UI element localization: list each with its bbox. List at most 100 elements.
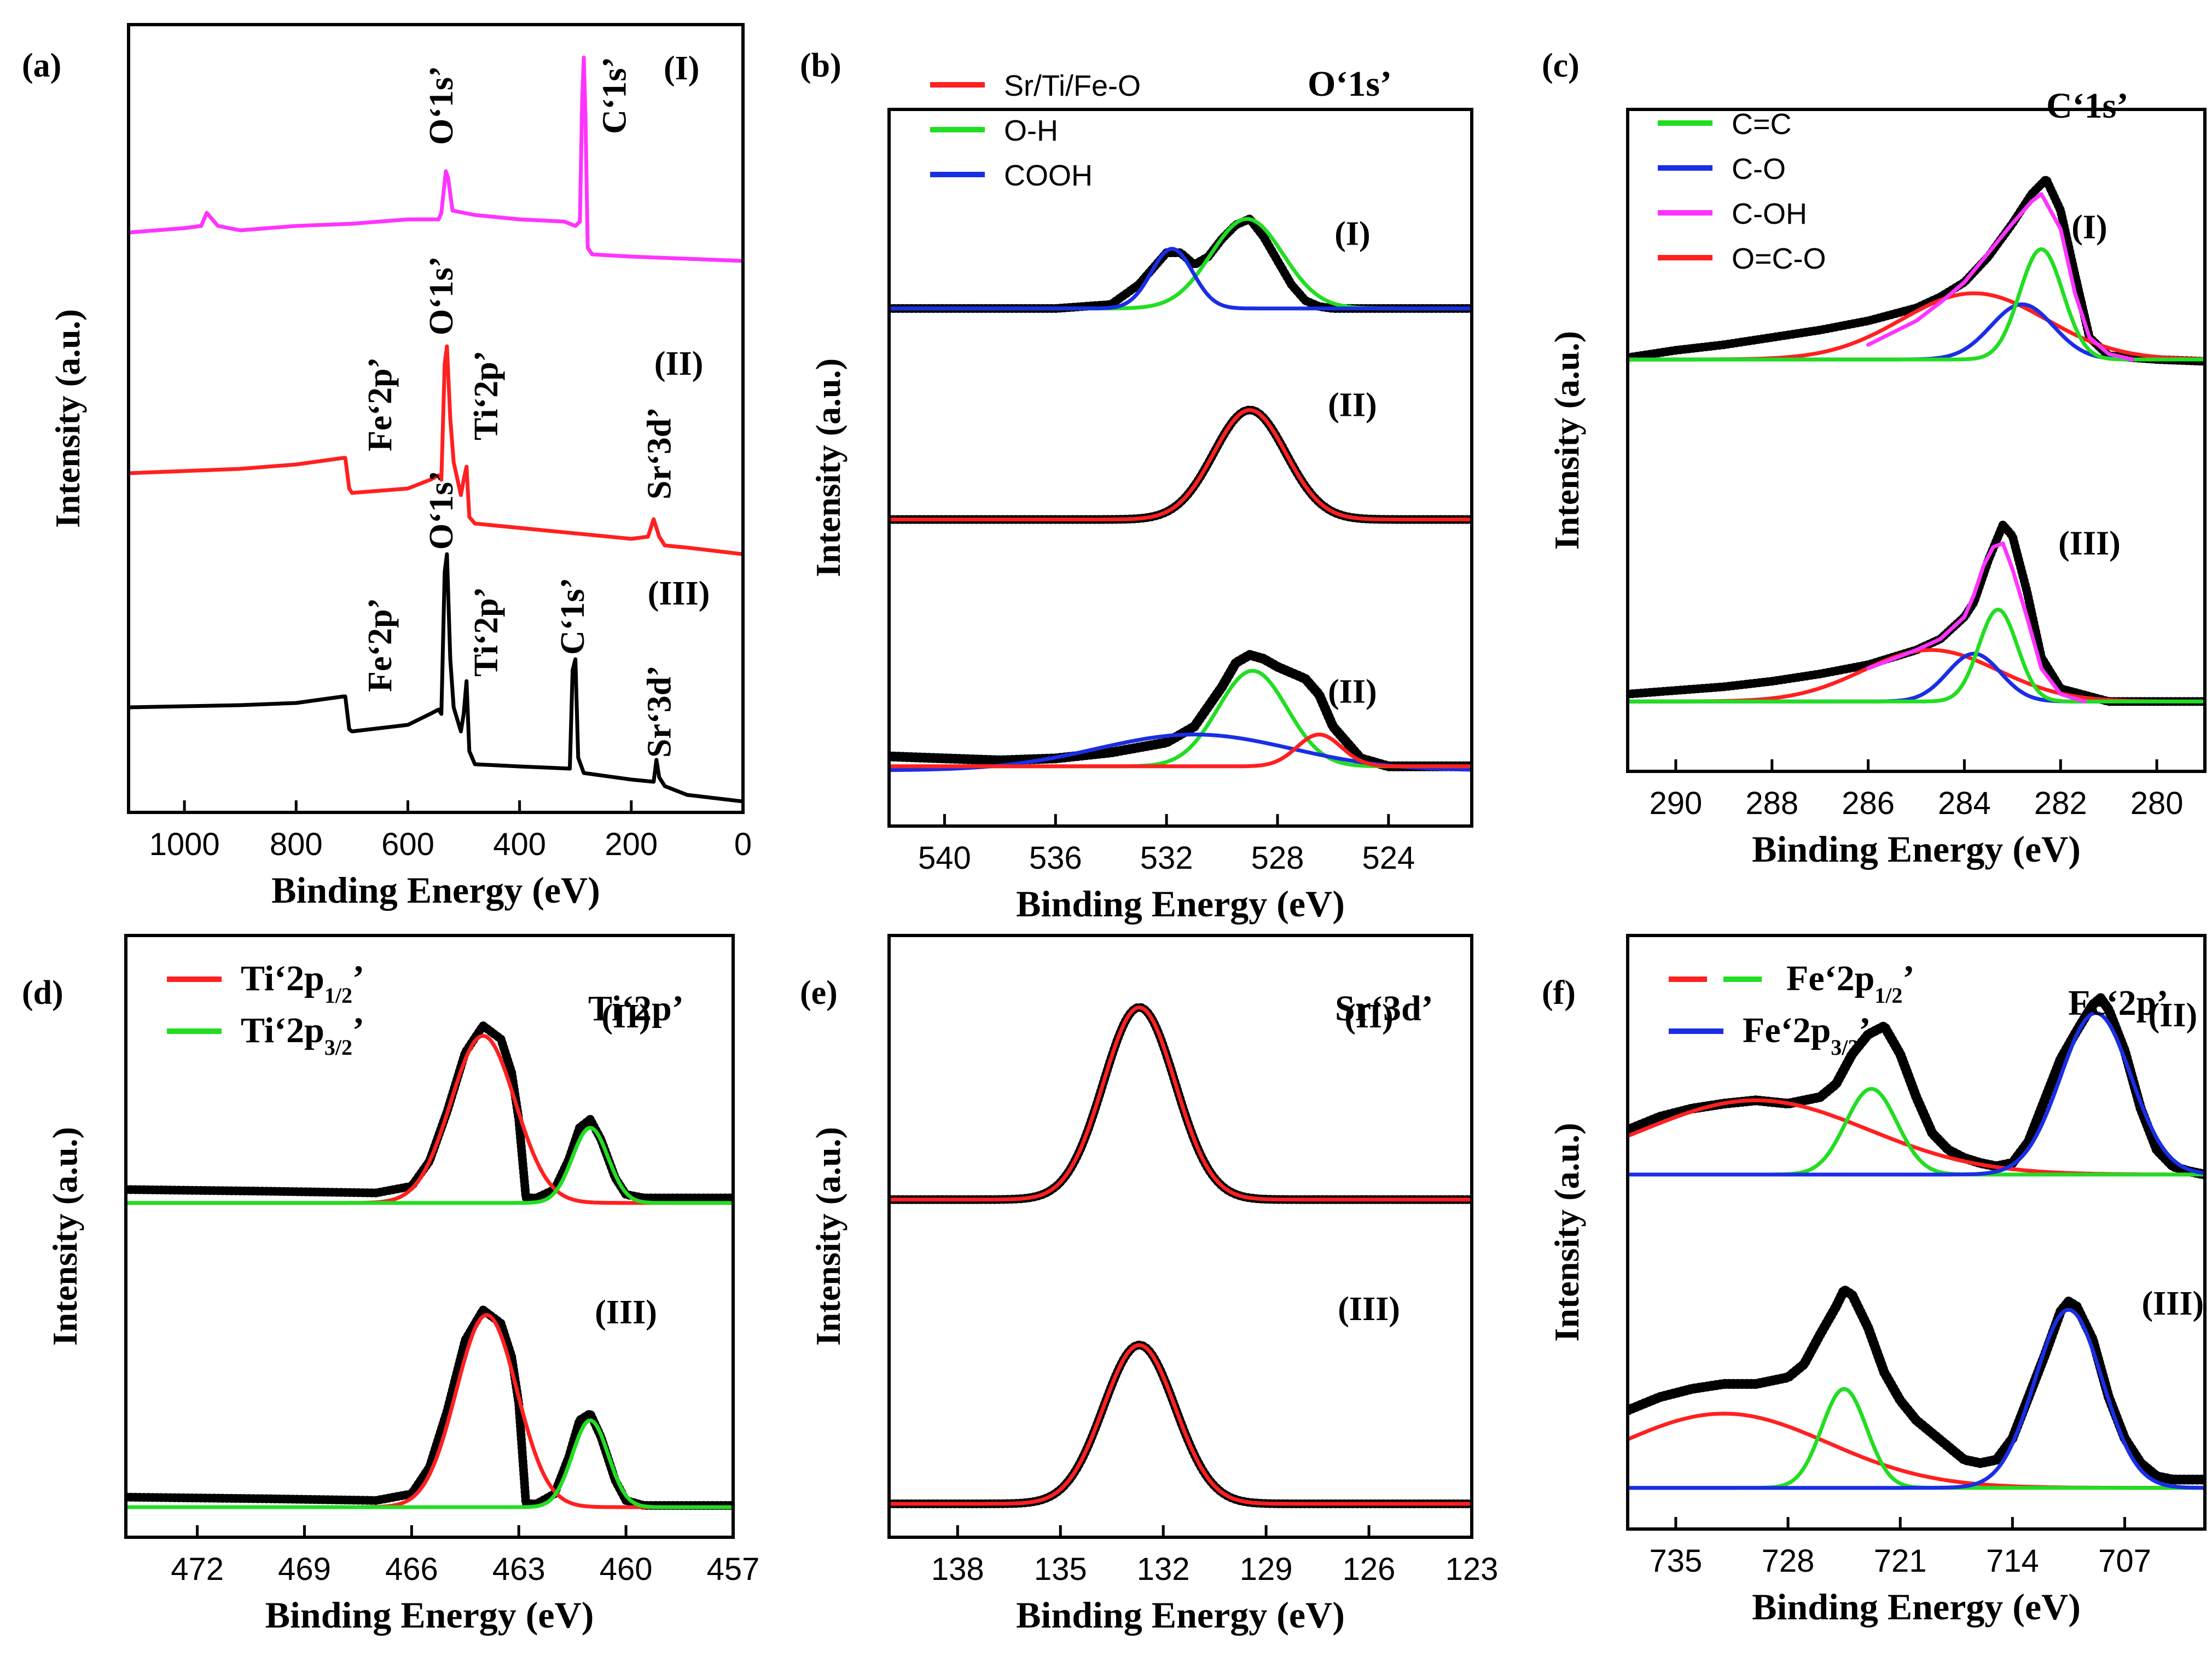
panel-title: Fe‘2p’ (2068, 983, 2168, 1023)
series-line-iii-2p3-2 (126, 1419, 733, 1509)
y-axis-label: Intensity (a.u.) (48, 309, 87, 528)
x-tick-label: 138 (931, 1551, 984, 1587)
y-axis-label: Intensity (a.u.) (1547, 331, 1586, 550)
x-tick-label: 721 (1874, 1543, 1927, 1579)
legend: Fe‘2p1/2’Fe‘2p3/2’ (1669, 958, 1914, 1060)
series-line-iii-c-c (1628, 607, 2205, 704)
panel-title: O‘1s’ (1308, 64, 1392, 104)
y-axis-label: Intensity (a.u.) (45, 1127, 84, 1346)
x-axis-label: Binding Energy (eV) (1752, 828, 2081, 870)
panel-frame (887, 108, 1473, 828)
peak-annotation: O‘1s’ (423, 256, 460, 335)
x-tick-label: 466 (385, 1551, 438, 1587)
series-line-ii-fit (889, 408, 1472, 522)
series-group (889, 214, 1472, 772)
legend-label: Fe‘2p3/2’ (1743, 1010, 1871, 1060)
x-tick-label: 400 (493, 827, 546, 862)
panel-c: 290 288 286 284 282 280 Binding Energy (eV) Int… (1542, 47, 2207, 870)
x-tick-label: 524 (1362, 840, 1415, 876)
x-axis-label: Binding Energy (eV) (271, 869, 600, 911)
peak-annotation: O‘1s’ (423, 470, 460, 550)
sample-annotation: (II) (601, 998, 651, 1035)
x-tick-label: 532 (1140, 840, 1193, 876)
x-axis-label: Binding Energy (eV) (1016, 883, 1345, 925)
x-tick-label: 135 (1034, 1551, 1087, 1587)
x-tick-label: 132 (1137, 1551, 1190, 1587)
legend-label: O-H (1004, 114, 1058, 147)
y-axis-label: Intensity (a.u.) (809, 1127, 847, 1346)
panel-title: Sr‘3d’ (1335, 989, 1433, 1028)
legend-label: C-OH (1732, 197, 1807, 230)
series-line-ii-2p3-2 (126, 1126, 733, 1205)
x-tick-label: 469 (278, 1551, 331, 1587)
peak-annotation: Sr‘3d’ (641, 665, 678, 758)
series-line--i- (129, 55, 743, 263)
x-tick-label: 536 (1029, 840, 1082, 876)
x-tick-label: 457 (707, 1551, 760, 1587)
series-group (1628, 175, 2205, 706)
series-band-iii-data (1628, 1286, 2205, 1484)
series-line-iii-fit (889, 1343, 1472, 1506)
legend-label: COOH (1004, 159, 1093, 192)
x-tick-label: 282 (2034, 786, 2087, 821)
panel-title: Ti‘2p’ (588, 989, 684, 1028)
series-group (889, 1003, 1472, 1508)
series-line-ii-fit (889, 1005, 1472, 1202)
sample-annotation: (II) (2149, 997, 2198, 1034)
x-tick-label: 707 (2098, 1543, 2151, 1579)
legend-label: Fe‘2p1/2’ (1786, 958, 1914, 1008)
x-tick-label: 735 (1650, 1543, 1703, 1579)
panel-label: (d) (22, 974, 63, 1012)
sample-annotation: (I) (1334, 215, 1370, 252)
x-axis-label: Binding Energy (eV) (1752, 1586, 2081, 1628)
panel-label: (b) (800, 47, 841, 84)
series-line-i-cooh (889, 247, 1472, 311)
peak-annotation: Sr‘3d’ (641, 407, 678, 499)
panel-label: (e) (800, 974, 838, 1012)
sample-annotation: (I) (2071, 208, 2107, 246)
series-line-i-c-c (1628, 247, 2205, 362)
series-line--iii- (129, 552, 743, 804)
x-axis-label: Binding Energy (eV) (1016, 1594, 1345, 1636)
x-tick-label: 126 (1343, 1551, 1396, 1587)
panel-frame (1626, 108, 2207, 773)
x-tick-label: 728 (1762, 1543, 1815, 1579)
peak-annotation: Ti‘2p’ (468, 351, 505, 440)
sample-annotation: (II) (1344, 998, 1394, 1035)
panel-frame (127, 23, 745, 814)
series-line--ii- (129, 344, 743, 556)
panel-frame (124, 934, 735, 1539)
legend: Ti‘2p1/2’Ti‘2p3/2’ (167, 958, 364, 1060)
sample-annotation: (III) (1338, 1291, 1400, 1328)
x-tick-label: 284 (1938, 786, 1991, 821)
series-line-iii-sr-ti-fe-o (889, 733, 1472, 769)
x-tick-label: 290 (1650, 786, 1703, 821)
panel-frame (1626, 934, 2207, 1531)
peak-annotation: C‘1s’ (554, 578, 591, 655)
series-group (1628, 993, 2205, 1490)
sample-annotation: (II) (654, 345, 704, 382)
series-line-iii-blue (1628, 1307, 2205, 1490)
sample-annotation: (II) (1328, 673, 1377, 710)
x-tick-label: 1000 (149, 827, 220, 862)
legend-label: C=C (1732, 108, 1792, 141)
panel-d: 472 469 466 463 460 457 Binding Energy (eV) Int… (22, 934, 760, 1636)
series-group (129, 55, 743, 804)
peak-annotation: C‘1s’ (596, 57, 634, 134)
peak-annotation: Ti‘2p’ (468, 587, 505, 677)
peak-annotation: Fe‘2p’ (362, 598, 399, 692)
panel-e: 138 135 132 129 126 123 Binding Energy (eV) Int… (800, 934, 1498, 1636)
legend: C=C C-O C-OH O=C-O (1658, 108, 1826, 275)
sample-annotation: (III) (2142, 1285, 2204, 1322)
panel-label: (f) (1542, 974, 1576, 1012)
panel-b: 540 536 532 528 524 Binding Energy (eV) Intens… (800, 47, 1473, 925)
x-tick-label: 800 (270, 827, 323, 862)
x-tick-label: 528 (1251, 840, 1304, 876)
sample-annotation: (III) (2058, 525, 2121, 562)
x-tick-label: 0 (734, 827, 752, 862)
sample-annotation: (II) (1328, 386, 1377, 423)
legend-label: C-O (1732, 153, 1786, 185)
legend-label: Ti‘2p1/2’ (241, 958, 364, 1008)
series-band-iii-data (1628, 521, 2205, 705)
